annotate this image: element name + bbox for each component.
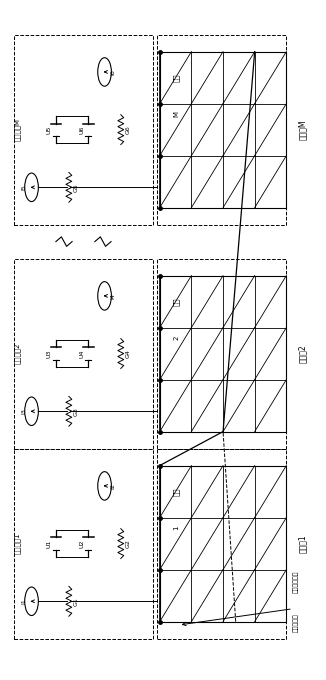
Text: G5: G5 [74, 183, 79, 192]
Text: U4: U4 [79, 350, 84, 358]
Text: U2: U2 [79, 539, 84, 548]
Text: I4: I4 [110, 293, 115, 299]
Text: G2: G2 [126, 539, 131, 548]
Text: U6: U6 [79, 125, 84, 134]
Text: I1: I1 [21, 598, 26, 604]
Text: 子系统M: 子系统M [298, 120, 307, 140]
Text: I6: I6 [110, 69, 115, 75]
Bar [14, 258, 153, 449]
Text: 2: 2 [173, 336, 179, 340]
Text: I3: I3 [21, 408, 26, 414]
Bar [160, 275, 286, 432]
Text: 场域: 场域 [173, 488, 180, 496]
Text: 场域: 场域 [173, 74, 180, 82]
Bar [156, 449, 286, 639]
Text: 外部连接口: 外部连接口 [293, 613, 299, 632]
Text: G3: G3 [74, 407, 79, 415]
Text: M: M [173, 111, 179, 117]
Text: I5: I5 [21, 184, 26, 190]
Text: 子系统1: 子系统1 [298, 534, 307, 553]
Text: U3: U3 [47, 350, 52, 358]
Text: 子系统2: 子系统2 [298, 344, 307, 363]
Text: G4: G4 [126, 349, 131, 358]
Text: G1: G1 [74, 597, 79, 606]
Text: I2: I2 [110, 483, 115, 489]
Bar [14, 449, 153, 639]
Text: U1: U1 [47, 539, 52, 548]
Text: 外部电路1: 外部电路1 [14, 533, 21, 554]
Text: 外部电路2: 外部电路2 [14, 343, 21, 364]
Text: U5: U5 [47, 125, 52, 134]
Bar [156, 35, 286, 224]
Text: 1: 1 [173, 526, 179, 530]
Text: 场域: 场域 [173, 298, 180, 306]
Bar [160, 52, 286, 207]
Bar [14, 35, 153, 224]
Bar [160, 466, 286, 622]
Text: G6: G6 [126, 125, 131, 134]
Text: 外部电路M: 外部电路M [14, 118, 21, 141]
Text: 子系统场域的: 子系统场域的 [293, 571, 299, 593]
Bar [156, 258, 286, 449]
